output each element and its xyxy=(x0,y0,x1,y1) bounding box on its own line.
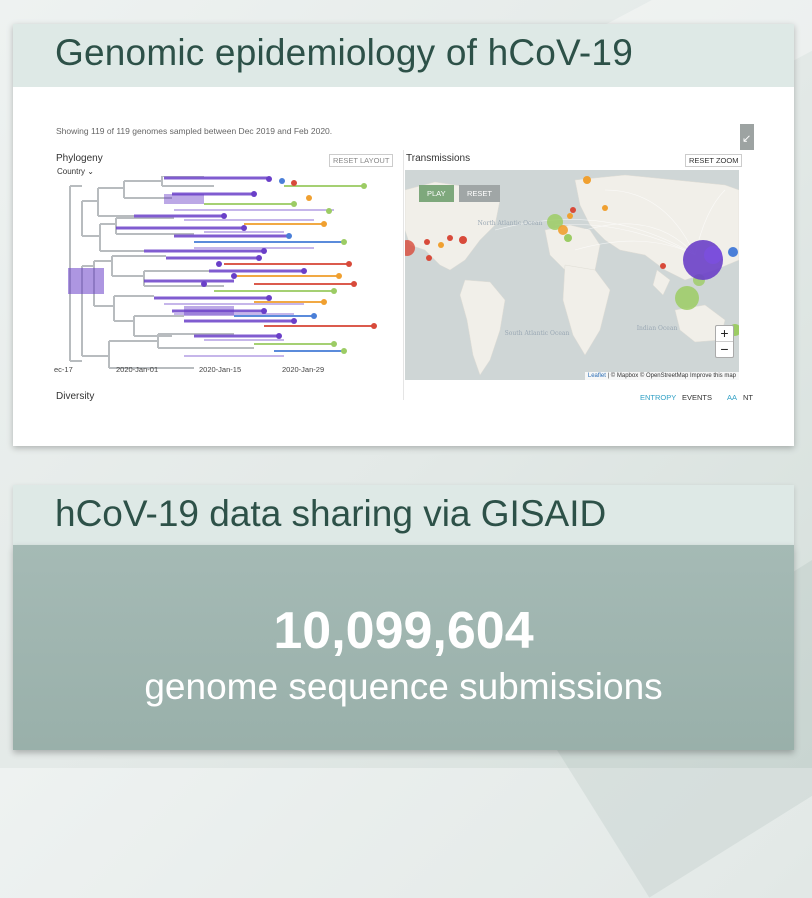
play-button[interactable]: PLAY xyxy=(419,185,454,202)
phylogeny-tree[interactable] xyxy=(54,176,399,376)
zoom-in-button[interactable]: + xyxy=(716,326,733,342)
transmissions-label: Transmissions xyxy=(406,153,471,164)
diversity-label: Diversity xyxy=(56,391,95,402)
x-tick-label: ec-17 xyxy=(54,365,73,374)
transmission-map[interactable]: North Atlantic Ocean South Atlantic Ocea… xyxy=(405,170,739,380)
data-sharing-header: hCoV-19 data sharing via GISAID xyxy=(13,485,794,545)
zoom-out-button[interactable]: − xyxy=(720,341,729,357)
x-tick-label: 2020-Jan-29 xyxy=(282,365,325,374)
color-by-value: Country xyxy=(57,167,86,176)
nextstrain-screenshot: Showing 119 of 119 genomes sampled betwe… xyxy=(54,124,754,406)
expand-corner[interactable]: ↙ xyxy=(740,124,754,150)
tab-nt[interactable]: NT xyxy=(743,393,753,402)
leaflet-link[interactable]: Leaflet xyxy=(587,373,606,379)
genomes-count-text: Showing 119 of 119 genomes sampled betwe… xyxy=(56,126,333,136)
submission-count: 10,099,604 xyxy=(273,602,534,660)
submission-subtitle: genome sequence submissions xyxy=(144,666,663,707)
map-attribution: Leaflet | © Mapbox © OpenStreetMap Impro… xyxy=(584,372,739,380)
section-title: Genomic epidemiology of hCoV-19 xyxy=(55,32,633,73)
submission-stats-panel: 10,099,604 genome sequence submissions xyxy=(13,545,794,750)
tab-entropy[interactable]: ENTROPY xyxy=(640,393,677,402)
panel-divider xyxy=(403,150,404,400)
tab-events[interactable]: EVENTS xyxy=(682,393,713,402)
attribution-text: | © Mapbox © OpenStreetMap Improve this … xyxy=(605,373,736,379)
collapse-arrow-icon: ↙ xyxy=(742,133,752,145)
reset-animation-button[interactable]: RESET xyxy=(459,185,501,202)
reset-zoom-button[interactable]: RESET ZOOM xyxy=(685,154,743,167)
section-title: hCoV-19 data sharing via GISAID xyxy=(55,493,607,534)
x-tick-label: 2020-Jan-15 xyxy=(199,365,242,374)
phylogeny-label: Phylogeny xyxy=(56,153,103,164)
chevron-down-icon: ⌄ xyxy=(87,167,94,176)
reset-layout-button[interactable]: RESET LAYOUT xyxy=(329,154,394,167)
ocean-label: Indian Ocean xyxy=(637,325,678,332)
tab-aa[interactable]: AA xyxy=(727,393,738,402)
x-tick-label: 2020-Jan-01 xyxy=(116,365,159,374)
card-header: Genomic epidemiology of hCoV-19 xyxy=(13,24,794,87)
genomic-epidemiology-card: Genomic epidemiology of hCoV-19 Showing … xyxy=(13,24,794,446)
color-by-dropdown[interactable]: Country ⌄ xyxy=(57,167,94,176)
ocean-label: South Atlantic Ocean xyxy=(505,330,570,337)
ocean-label: North Atlantic Ocean xyxy=(478,220,543,227)
world-map: North Atlantic Ocean South Atlantic Ocea… xyxy=(405,174,739,376)
map-zoom-control: + − xyxy=(715,325,734,358)
